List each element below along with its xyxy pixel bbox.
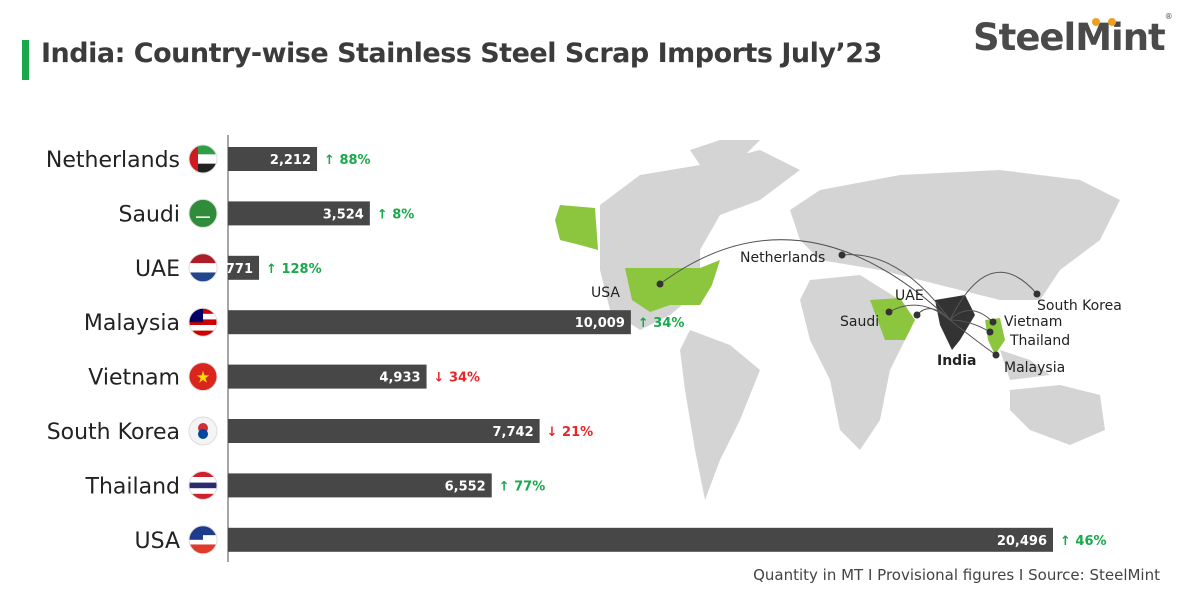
steelmint-logo: SteelMint® bbox=[973, 11, 1173, 59]
flag-border bbox=[188, 470, 218, 500]
saudi-flag bbox=[189, 199, 217, 228]
change-label: ↑ 8% bbox=[377, 207, 415, 222]
map-label-south-korea: South Korea bbox=[1037, 298, 1122, 314]
south-korea-flag bbox=[189, 417, 217, 445]
value-label: 10,009 bbox=[575, 316, 625, 331]
saudi-highlight bbox=[870, 298, 915, 340]
alaska-highlight bbox=[555, 205, 598, 250]
thailand-flag bbox=[189, 471, 217, 500]
svg-text:★: ★ bbox=[196, 368, 210, 387]
category-label: Netherlands bbox=[46, 148, 180, 173]
map-label-usa: USA bbox=[591, 285, 620, 301]
category-label: USA bbox=[134, 529, 180, 554]
bar bbox=[228, 310, 631, 335]
bar bbox=[228, 473, 492, 498]
flag-border bbox=[188, 525, 218, 555]
usa-highlight bbox=[625, 260, 720, 312]
change-label: ↓ 34% bbox=[434, 371, 481, 386]
bar bbox=[228, 364, 427, 389]
chart-title: India: Country-wise Stainless Steel Scra… bbox=[41, 38, 882, 69]
footer-note: Quantity in MT I Provisional figures I S… bbox=[753, 566, 1160, 584]
india-shape bbox=[935, 295, 975, 350]
flag-border bbox=[188, 416, 218, 446]
value-label: 4,933 bbox=[379, 371, 420, 386]
map-label-malaysia: Malaysia bbox=[1004, 360, 1065, 376]
change-label: ↑ 46% bbox=[1060, 534, 1107, 549]
netherlands-flag bbox=[189, 253, 217, 282]
category-label: Vietnam bbox=[88, 366, 180, 391]
uae-flag bbox=[189, 145, 217, 173]
category-label: UAE bbox=[135, 257, 180, 282]
bar bbox=[228, 255, 260, 280]
flag-border bbox=[188, 198, 218, 228]
category-label: Saudi bbox=[119, 202, 180, 227]
trade-routes bbox=[659, 239, 1038, 356]
flag-border bbox=[188, 144, 218, 174]
flag-border bbox=[188, 253, 218, 283]
flag-border bbox=[188, 307, 218, 337]
map-label-india: India bbox=[937, 353, 976, 369]
map-label-vietnam: Vietnam bbox=[1004, 314, 1062, 330]
category-label: Thailand bbox=[85, 474, 180, 499]
value-label: 771 bbox=[226, 262, 253, 277]
category-label: Malaysia bbox=[84, 311, 180, 336]
map-label-uae: UAE bbox=[895, 288, 924, 304]
bar bbox=[228, 419, 540, 443]
value-label: 2,212 bbox=[270, 153, 311, 168]
value-label: 3,524 bbox=[323, 207, 364, 222]
change-label: ↑ 34% bbox=[638, 316, 685, 331]
bar bbox=[228, 147, 318, 171]
flag-border bbox=[188, 362, 218, 392]
change-label: ↑ 128% bbox=[266, 262, 322, 277]
map-label-thailand: Thailand bbox=[1009, 333, 1070, 349]
title-accent-bar bbox=[22, 40, 29, 80]
value-label: 6,552 bbox=[445, 479, 486, 494]
se-asia-highlight bbox=[985, 318, 1005, 355]
map-label-saudi: Saudi bbox=[840, 314, 879, 330]
bar bbox=[228, 201, 370, 226]
value-label: 20,496 bbox=[997, 534, 1047, 549]
map-dots bbox=[656, 251, 1041, 359]
change-label: ↑ 77% bbox=[499, 479, 546, 494]
category-label: South Korea bbox=[47, 420, 180, 445]
value-label: 7,742 bbox=[493, 425, 534, 440]
change-label: ↑ 88% bbox=[324, 153, 371, 168]
map-label-netherlands: Netherlands bbox=[740, 250, 825, 266]
bar bbox=[228, 527, 1053, 552]
vietnam-flag: ★ bbox=[189, 362, 217, 391]
change-label: ↓ 21% bbox=[547, 425, 594, 440]
